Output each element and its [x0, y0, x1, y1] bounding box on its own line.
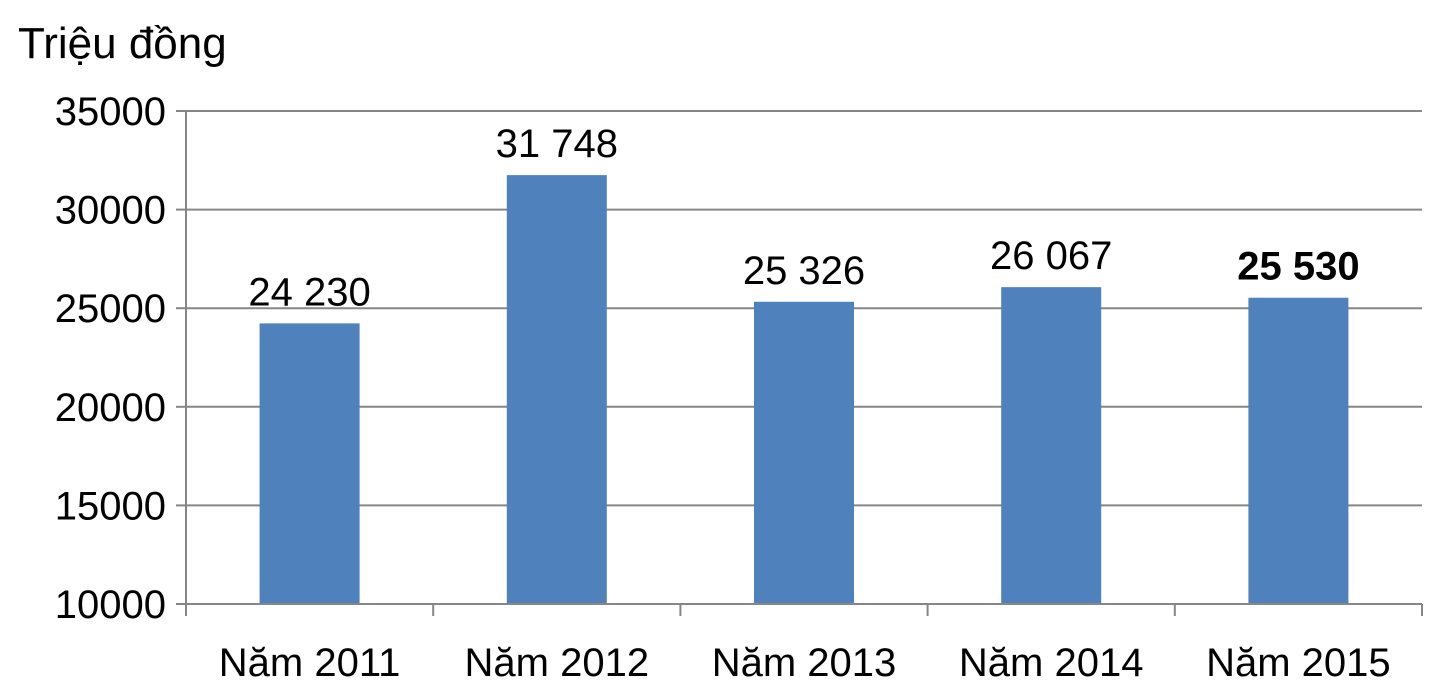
bar: [506, 175, 607, 604]
y-tick-label: 15000: [55, 484, 166, 528]
labels: 10000 15000 20000 25000 30000 35000 24 230 Năm …: [55, 90, 1391, 680]
bars: [259, 175, 1349, 604]
data-label: 31 748: [496, 122, 618, 166]
y-axis-title: Triệu đồng: [18, 19, 227, 68]
data-label: 24 230: [248, 270, 370, 314]
x-tick-label: Năm 2011: [219, 641, 401, 680]
y-tick-label: 20000: [55, 386, 166, 430]
y-tick-label: 25000: [55, 287, 166, 331]
x-tick-label: Năm 2015: [1206, 641, 1391, 680]
y-tick-label: 30000: [55, 189, 166, 233]
bar: [1248, 297, 1349, 604]
x-tick-label: Năm 2013: [712, 641, 897, 680]
data-label: 25 530: [1237, 245, 1359, 289]
x-tick-label: Năm 2012: [465, 641, 650, 680]
y-tick-label: 10000: [55, 583, 166, 627]
bar: [754, 301, 854, 604]
axes: [176, 110, 1423, 616]
bar: [1001, 287, 1102, 604]
x-tick-label: Năm 2014: [959, 641, 1144, 680]
data-label: 25 326: [743, 249, 865, 293]
y-tick-label: 35000: [55, 90, 166, 134]
bar: [259, 323, 360, 604]
data-label: 26 067: [990, 234, 1112, 278]
